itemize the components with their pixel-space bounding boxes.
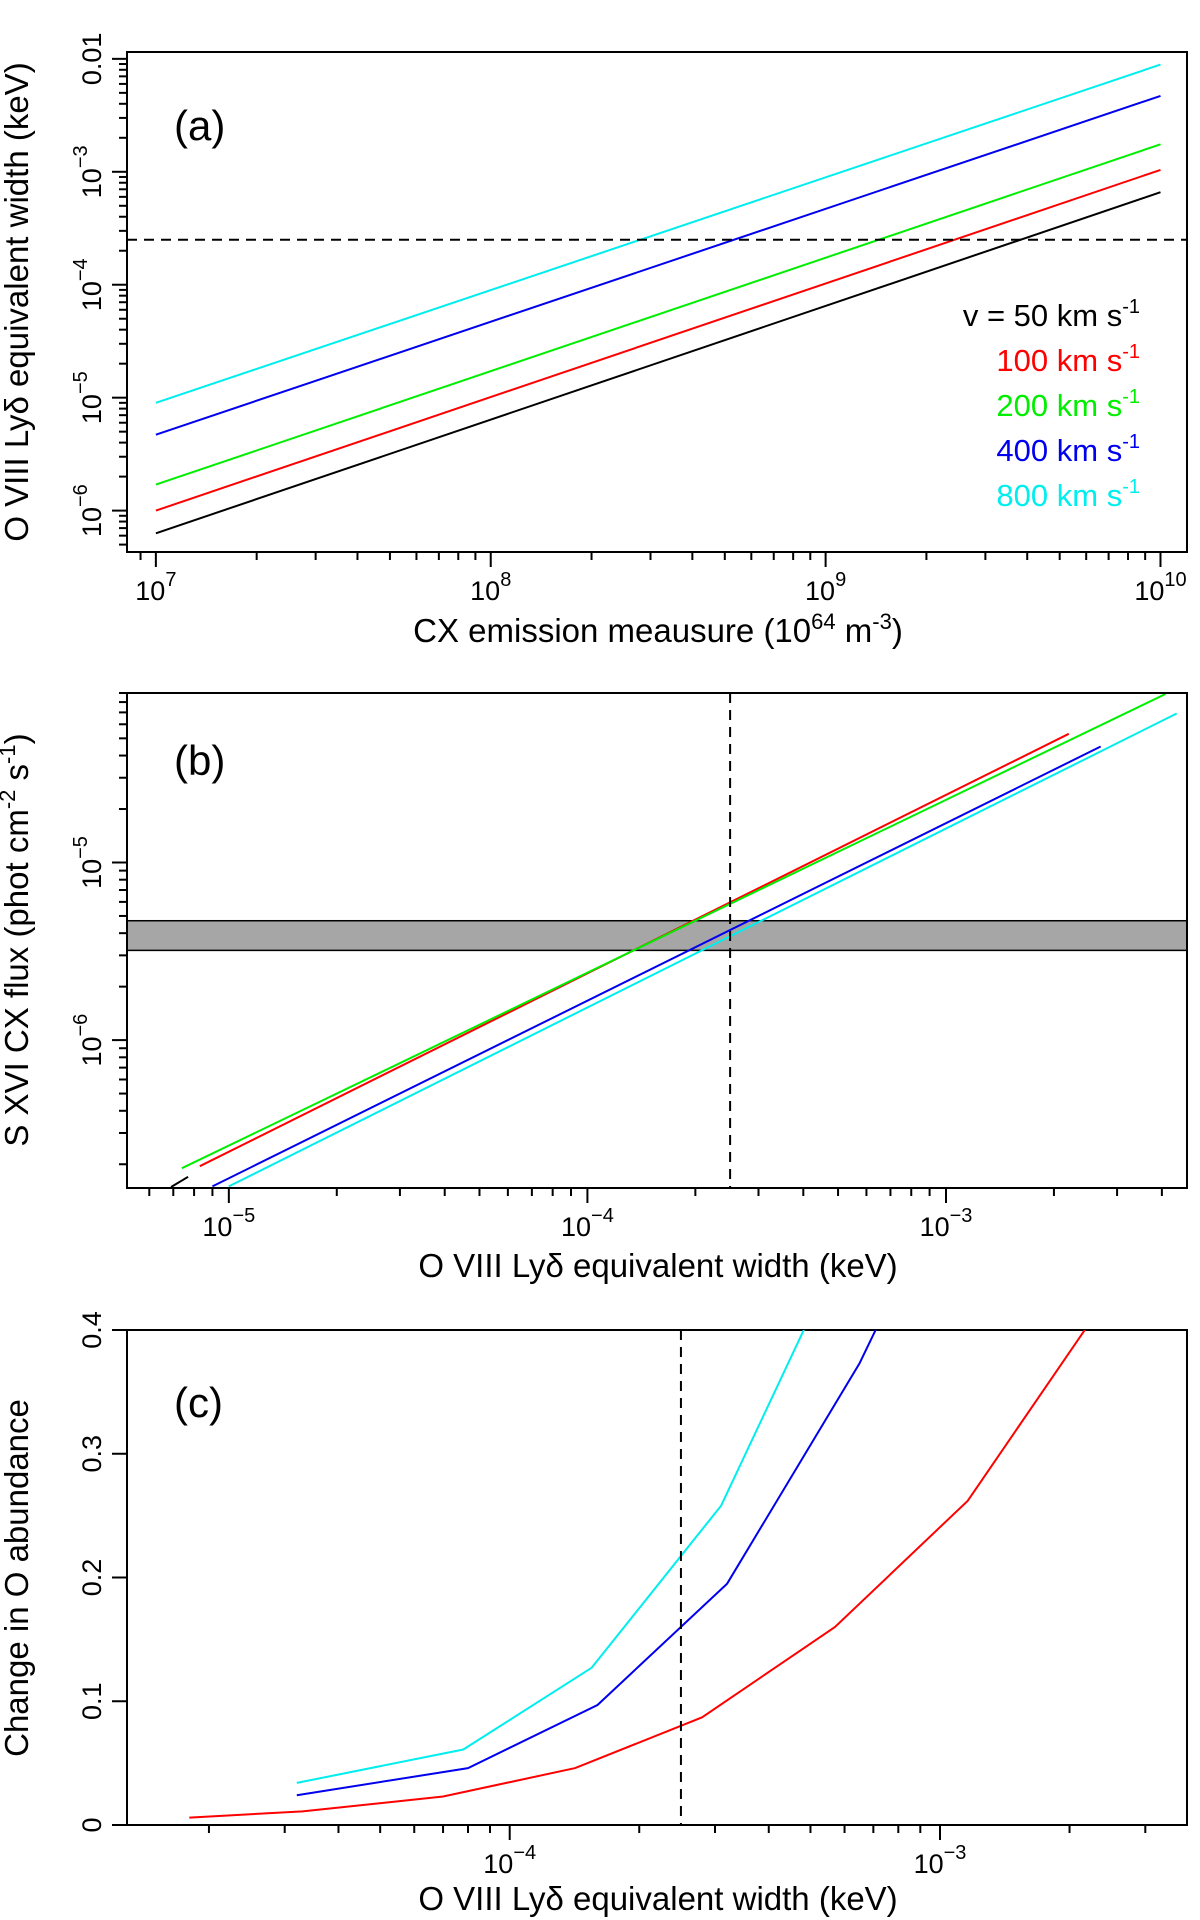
legend-entry-v-50-km-s-1: v = 50 km s-1 xyxy=(963,296,1140,333)
panel-b-label: (b) xyxy=(174,737,225,784)
series-400-km-s-1 xyxy=(211,745,1102,1188)
panel-c: 10−4 10−3 0 0.1 0.2 0.3 0.4 (c) O VIII Lyδ eq… xyxy=(0,1311,1188,1917)
legend-entry-200-km-s-1: 200 km s-1 xyxy=(996,386,1140,423)
y-tick-label: 0 xyxy=(77,1817,107,1832)
y-tick-label: 10−6 xyxy=(70,484,107,537)
panel-b-plot-area xyxy=(127,693,1187,1188)
y-tick-label: 10−3 xyxy=(70,145,107,198)
series-100-km-s-1 xyxy=(155,168,1161,512)
panel-a-legend: v = 50 km s-1 100 km s-1 200 km s-1 400 km … xyxy=(963,296,1140,513)
panel-b-x-ticks: 10−5 10−4 10−3 xyxy=(148,1188,1163,1242)
x-tick-label: 107 xyxy=(135,569,176,606)
panel-c-label: (c) xyxy=(174,1379,223,1426)
y-tick-label: 0.01 xyxy=(77,33,107,86)
series-200-km-s-1 xyxy=(155,143,1161,486)
series-800-km-s-1 xyxy=(228,712,1178,1188)
panel-b-frame xyxy=(126,692,1188,1189)
observed-flux-band xyxy=(127,919,1187,952)
series-200-km-s-1 xyxy=(181,693,1167,1170)
panel-a-y-axis-title: O VIII Lyδ equivalent width (keV) xyxy=(0,62,35,541)
panel-c-frame xyxy=(126,1329,1188,1826)
x-tick-label: 1010 xyxy=(1134,569,1186,606)
x-tick-label: 10−3 xyxy=(914,1842,967,1879)
y-tick-label: 0.3 xyxy=(77,1435,107,1473)
panel-a-x-axis-title: CX emission meausure (1064 m-3) xyxy=(413,609,903,649)
y-tick-label: 0.1 xyxy=(77,1682,107,1720)
legend-entry-400-km-s-1: 400 km s-1 xyxy=(996,431,1140,468)
series-800-km-s-1 xyxy=(296,1330,805,1784)
panel-a: 107 108 109 1010 10−6 10−5 10−4 10−3 0.01 (a) v… xyxy=(0,33,1188,649)
series-100-km-s-1 xyxy=(189,1330,1086,1819)
panel-a-y-ticks: 10−6 10−5 10−4 10−3 0.01 xyxy=(70,33,127,546)
legend-entry-800-km-s-1: 800 km s-1 xyxy=(996,476,1140,513)
panel-c-y-ticks: 0 0.1 0.2 0.3 0.4 xyxy=(77,1311,127,1833)
panel-c-x-ticks: 10−4 10−3 xyxy=(207,1825,1147,1879)
x-tick-label: 10−4 xyxy=(483,1842,536,1879)
y-tick-label: 0.2 xyxy=(77,1559,107,1597)
panel-c-y-axis-title: Change in O abundance xyxy=(0,1399,35,1757)
panel-b-y-axis-title: S XVI CX flux (phot cm-2 s-1) xyxy=(0,733,35,1146)
panel-a-label: (a) xyxy=(174,102,225,149)
x-tick-label: 108 xyxy=(470,569,511,606)
x-tick-label: 10−3 xyxy=(920,1205,973,1242)
panel-b-x-axis-title: O VIII Lyδ equivalent width (keV) xyxy=(418,1247,897,1284)
x-tick-label: 10−4 xyxy=(561,1205,614,1242)
x-tick-label: 10−5 xyxy=(202,1205,255,1242)
series-v-50-km-s-1 xyxy=(155,191,1161,535)
panel-a-x-ticks: 107 108 109 1010 xyxy=(135,552,1187,606)
series-400-km-s-1 xyxy=(296,1330,877,1797)
y-tick-label: 10−5 xyxy=(70,836,107,889)
legend-entry-100-km-s-1: 100 km s-1 xyxy=(996,341,1140,378)
series-800-km-s-1 xyxy=(155,63,1161,404)
series-50-km-s-1 xyxy=(170,1175,189,1188)
y-tick-label: 0.4 xyxy=(77,1311,107,1349)
series-400-km-s-1 xyxy=(155,94,1161,436)
y-tick-label: 10−4 xyxy=(70,258,107,311)
y-tick-label: 10−5 xyxy=(70,371,107,424)
y-tick-label: 10−6 xyxy=(70,1014,107,1067)
x-tick-label: 109 xyxy=(805,569,846,606)
panel-c-x-axis-title: O VIII Lyδ equivalent width (keV) xyxy=(418,1880,897,1917)
panel-a-plot-area xyxy=(127,63,1187,535)
panel-b-y-ticks: 10−6 10−5 xyxy=(70,692,127,1166)
panel-b: 10−5 10−4 10−3 10−6 10−5 (b) O VIII Lyδ equ… xyxy=(0,692,1188,1284)
panel-c-plot-area xyxy=(189,1330,1086,1825)
